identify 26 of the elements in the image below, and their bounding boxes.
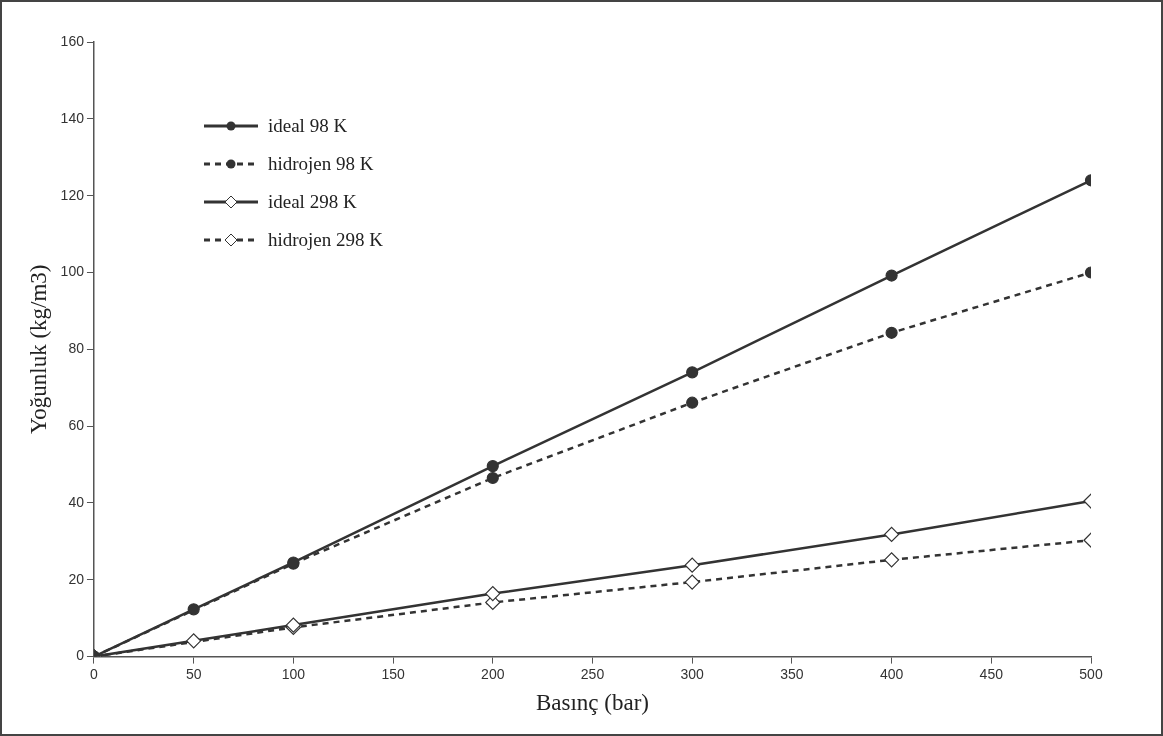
y-tick-label: 40 [68,493,85,510]
legend-label: hidrojen 298 K [267,229,383,251]
y-tick-label: 100 [60,263,85,280]
y-tick-label: 120 [60,186,85,203]
x-tick-label: 400 [879,665,904,682]
y-tick-label: 60 [68,416,85,433]
x-tick-label: 100 [281,665,306,682]
x-tick-label: 300 [680,665,705,682]
y-tick-label: 140 [60,109,85,126]
y-axis-title: Yoğunluk (kg/m3) [25,264,51,435]
x-tick-label: 50 [185,665,202,682]
y-tick-label: 80 [68,340,85,357]
x-tick-label: 0 [90,665,99,682]
x-tick-label: 200 [481,665,505,682]
legend-label: ideal 98 K [267,115,348,137]
x-tick-label: 150 [381,665,405,682]
y-tick-label: 20 [68,570,85,587]
y-tick-label: 0 [76,647,85,664]
legend-label: ideal 298 K [267,191,357,213]
x-tick-label: 500 [1079,665,1103,682]
x-tick-label: 250 [580,665,605,682]
legend-label: hidrojen 98 K [267,153,374,175]
x-axis-title: Basınç (bar) [535,690,649,716]
y-tick-label: 160 [60,32,85,49]
x-tick-label: 450 [979,665,1004,682]
x-tick-label: 350 [780,665,804,682]
